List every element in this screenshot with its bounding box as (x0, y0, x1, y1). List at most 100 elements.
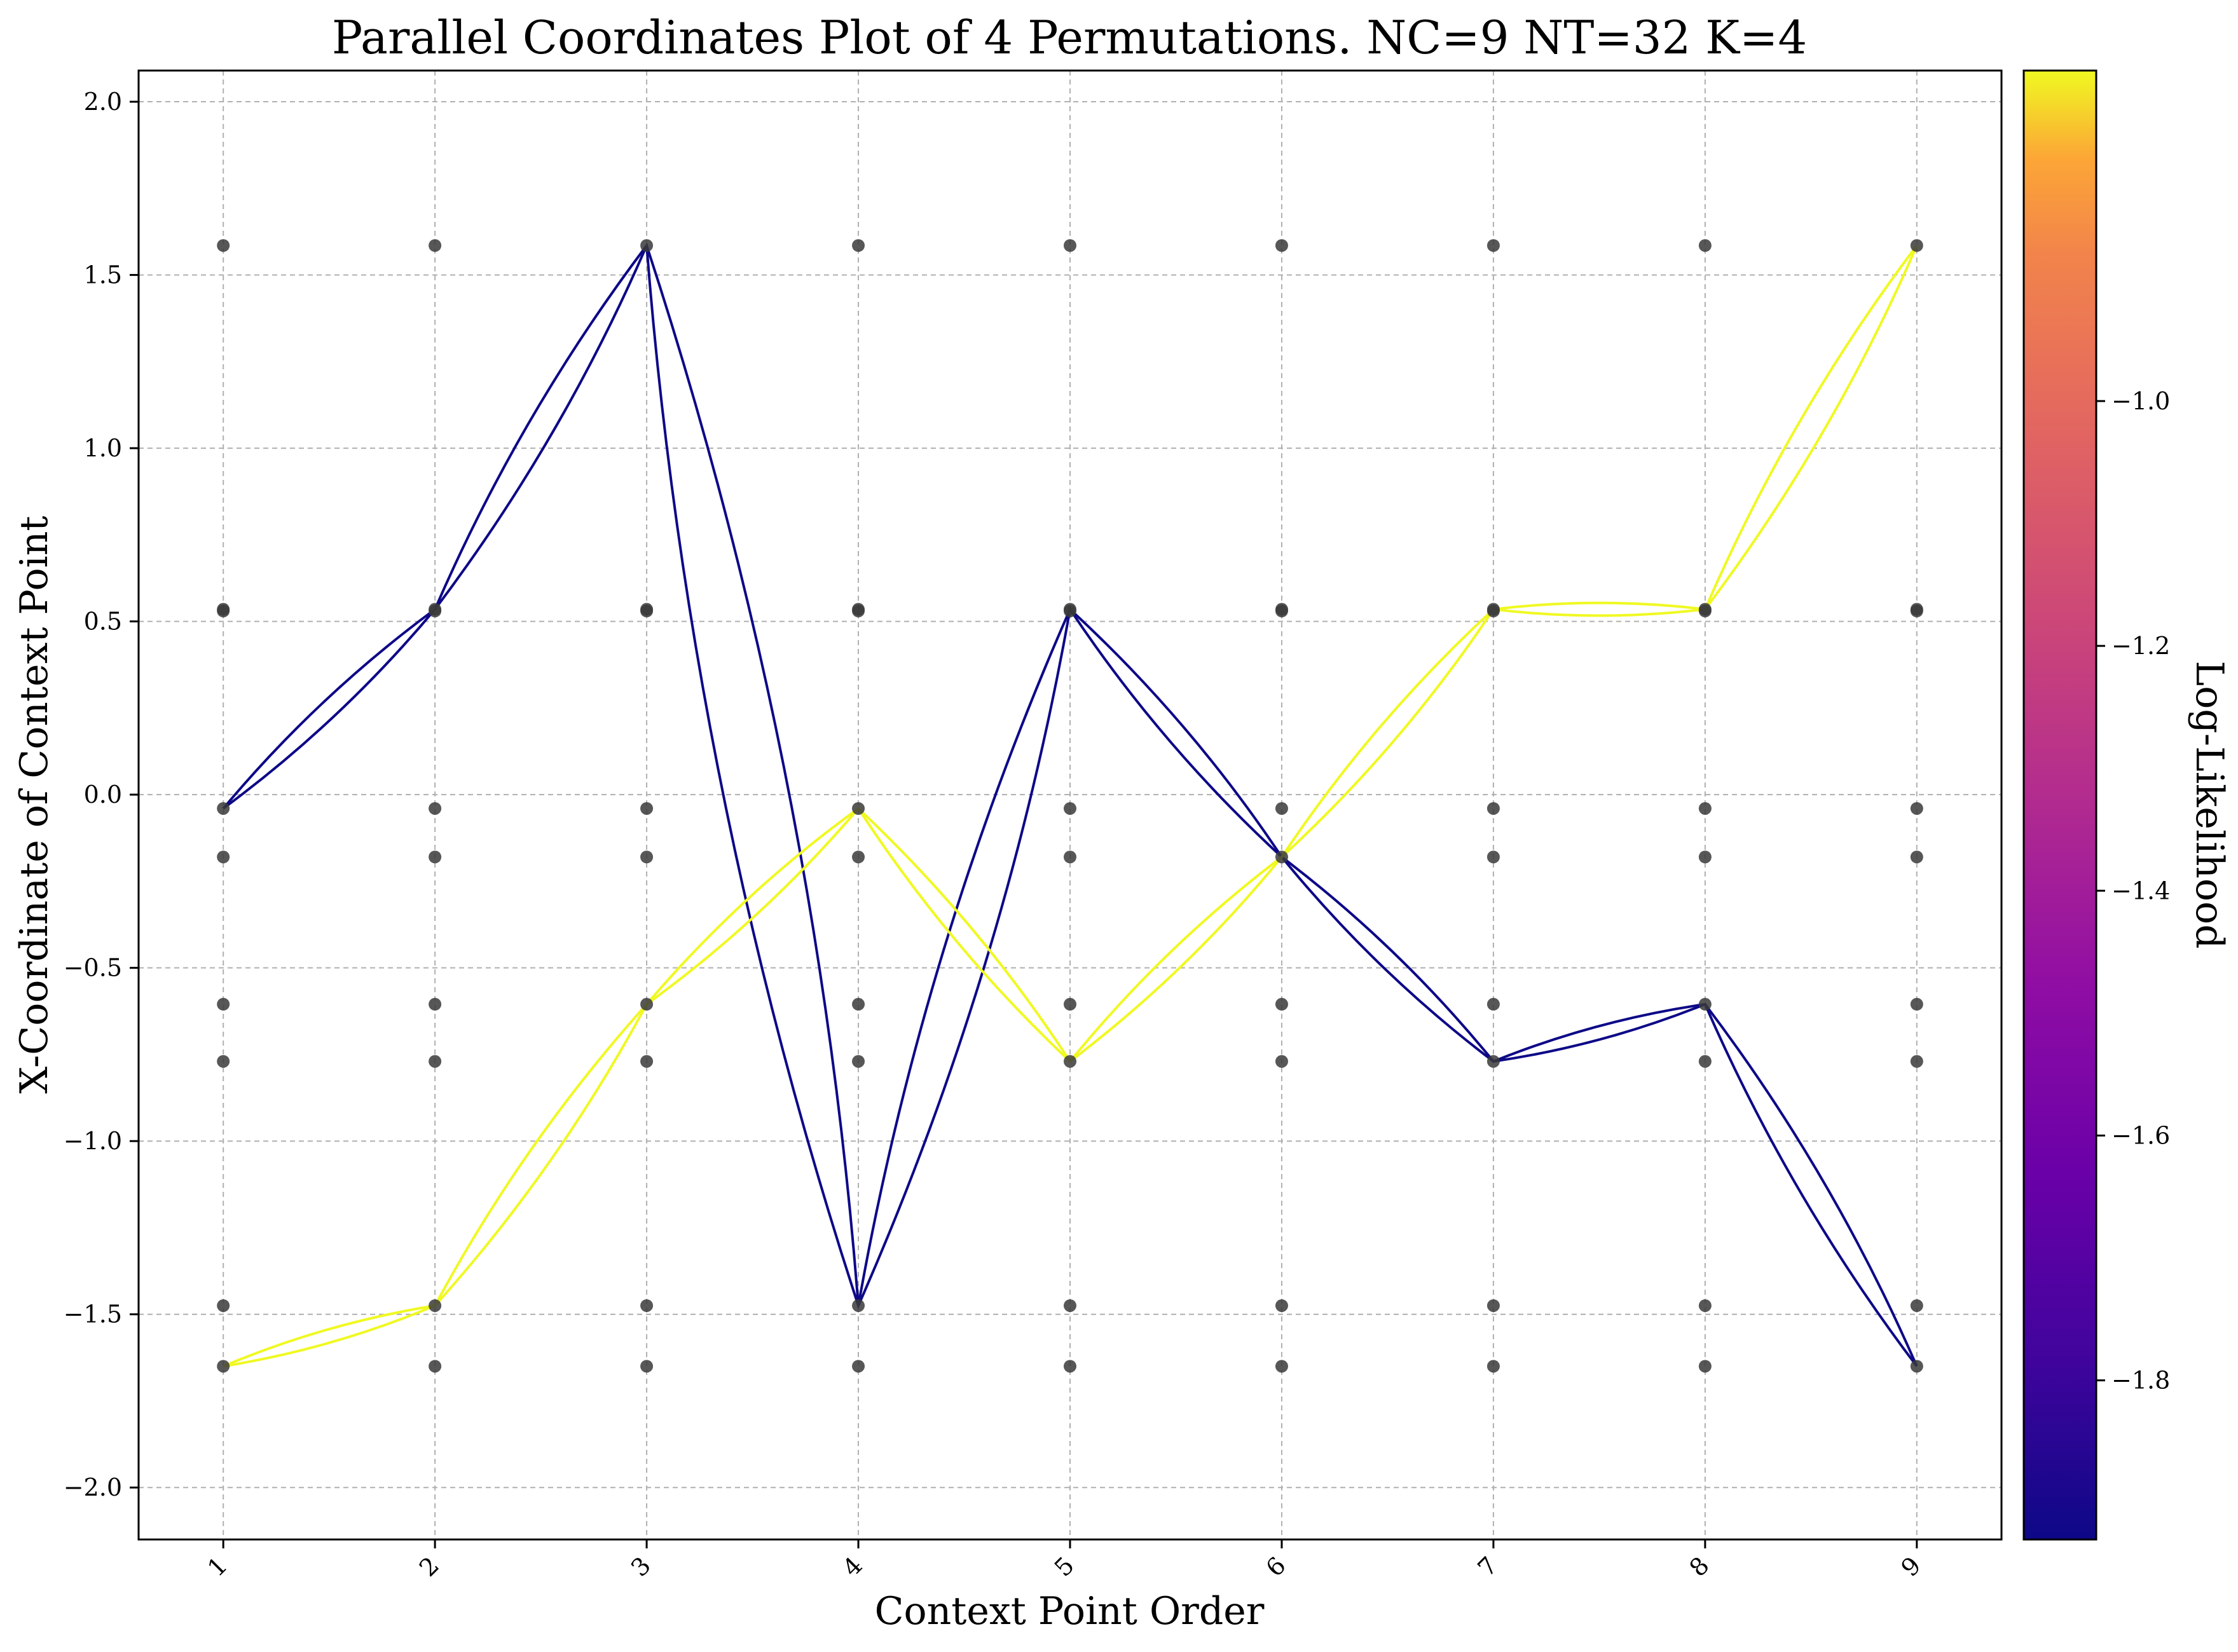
context-point-dot (429, 997, 442, 1011)
y-tick-label: −0.5 (64, 954, 122, 982)
chart-title: Parallel Coordinates Plot of 4 Permutati… (332, 11, 1807, 64)
y-tick-label: 1.0 (84, 434, 122, 462)
context-point-dot (852, 850, 865, 864)
colorbar-label: Log-Likelihood (2187, 660, 2232, 948)
colorbar-tick-label: −1.8 (2111, 1367, 2170, 1395)
context-point-dot (1275, 239, 1288, 252)
y-tick-label: 0.0 (84, 781, 122, 809)
context-point-dot (1064, 239, 1076, 252)
colorbar-ticks: −1.8 −1.6 −1.4 −1.2 −1.0 (2096, 387, 2170, 1395)
colorbar-tick-label: −1.2 (2111, 632, 2170, 660)
context-point-dot (1698, 604, 1712, 618)
context-point-dot (1275, 850, 1288, 864)
context-point-dot (217, 239, 230, 252)
context-point-dot (429, 802, 442, 815)
context-point-dot (1064, 1360, 1076, 1373)
context-point-dot (1275, 997, 1288, 1011)
context-point-dot (217, 997, 230, 1011)
context-point-dot (1064, 850, 1076, 864)
context-point-dot (640, 1299, 654, 1313)
x-tick-label: 3 (626, 1552, 656, 1582)
x-tick-label: 9 (1896, 1552, 1926, 1582)
context-point-dot (1486, 1299, 1500, 1313)
context-point-dot (1275, 1360, 1288, 1373)
context-point-dot (1698, 997, 1712, 1011)
context-point-dot (1698, 1299, 1712, 1313)
x-tick-label: 8 (1684, 1552, 1715, 1582)
context-point-dot (1910, 1299, 1923, 1313)
context-point-dot (1910, 239, 1923, 252)
context-point-dot (1064, 604, 1076, 618)
context-point-dot (1910, 604, 1923, 618)
y-axis-ticks: −2.0 −1.5 −1.0 −0.5 0.0 0.5 1.0 1.5 2.0 (64, 88, 139, 1501)
context-point-dot (429, 239, 442, 252)
context-point-dot (217, 802, 230, 815)
context-point-dot (640, 850, 654, 864)
context-point-dot (640, 802, 654, 815)
context-point-dot (1486, 604, 1500, 618)
colorbar-tick-label: −1.6 (2111, 1121, 2170, 1149)
context-point-dot (1275, 802, 1288, 815)
y-tick-label: −1.5 (64, 1300, 122, 1328)
context-point-dot (1910, 997, 1923, 1011)
y-tick-label: 2.0 (84, 88, 122, 116)
context-point-dot (1064, 997, 1076, 1011)
x-tick-label: 1 (202, 1552, 233, 1582)
y-tick-label: −2.0 (64, 1473, 122, 1501)
context-point-dot (217, 1299, 230, 1313)
x-axis-ticks: 1 2 3 4 5 6 7 8 9 (202, 1539, 1926, 1582)
colorbar (2022, 69, 2097, 1541)
context-point-dot (852, 1299, 865, 1313)
context-point-dot (852, 997, 865, 1011)
context-point-dot (1486, 239, 1500, 252)
y-axis-label: X-Coordinate of Context Point (12, 515, 57, 1093)
context-point-dot (1064, 1055, 1076, 1068)
context-point-dot (640, 1360, 654, 1373)
x-tick-label: 7 (1473, 1552, 1503, 1582)
context-point-dot (852, 802, 865, 815)
x-tick-label: 4 (837, 1552, 868, 1582)
x-tick-label: 2 (414, 1552, 444, 1582)
context-point-dot (217, 850, 230, 864)
context-point-dot (1698, 850, 1712, 864)
y-tick-label: −1.0 (64, 1127, 122, 1155)
context-point-dot (1064, 1299, 1076, 1313)
context-point-dot (1275, 1299, 1288, 1313)
x-axis-label: Context Point Order (875, 1589, 1265, 1634)
colorbar-tick-label: −1.4 (2111, 877, 2170, 905)
context-point-dot (852, 1360, 865, 1373)
context-point-dot (1910, 802, 1923, 815)
context-point-dot (217, 604, 230, 618)
context-point-dot (640, 1055, 654, 1068)
context-point-dot (852, 239, 865, 252)
context-point-dot (640, 239, 654, 252)
context-point-dot (429, 1360, 442, 1373)
context-point-dot (429, 604, 442, 618)
context-point-dot (429, 1299, 442, 1313)
context-point-dot (852, 604, 865, 618)
y-tick-label: 0.5 (84, 608, 122, 636)
context-point-dot (1486, 802, 1500, 815)
colorbar-tick-label: −1.0 (2111, 387, 2170, 415)
permutation-line (222, 245, 1918, 1367)
context-point-dot (1698, 1360, 1712, 1373)
context-point-dot (640, 997, 654, 1011)
context-point-dot (429, 850, 442, 864)
context-points (217, 239, 1923, 1373)
context-point-dot (852, 1055, 865, 1068)
context-point-dot (640, 604, 654, 618)
context-point-dot (429, 1055, 442, 1068)
x-tick-label: 5 (1049, 1552, 1080, 1582)
context-point-dot (1698, 802, 1712, 815)
context-point-dot (1698, 1055, 1712, 1068)
context-point-dot (1910, 1360, 1923, 1373)
context-point-dot (1486, 997, 1500, 1011)
context-point-dot (217, 1360, 230, 1373)
context-point-dot (1486, 1360, 1500, 1373)
context-point-dot (1064, 802, 1076, 815)
permutation-line (222, 242, 1918, 1367)
context-point-dot (1486, 850, 1500, 864)
context-point-dot (1698, 239, 1712, 252)
context-point-dot (1910, 850, 1923, 864)
